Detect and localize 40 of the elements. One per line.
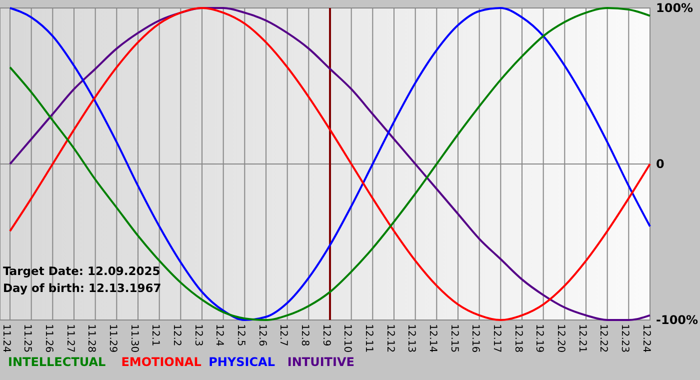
x-tick-label: 12.4	[214, 324, 225, 346]
annotation: Day of birth: 12.13.1967	[3, 281, 162, 295]
x-tick-label: 11.29	[106, 324, 118, 353]
x-tick-label: 12.9	[320, 324, 332, 346]
x-tick-label: 11.26	[42, 324, 54, 353]
x-tick-label: 11.27	[64, 324, 76, 353]
x-tick-label: 12.3	[192, 324, 204, 346]
x-tick-label: 11.25	[22, 324, 33, 353]
x-tick-label: 12.13	[406, 324, 417, 353]
x-tick-label: 12.5	[234, 324, 246, 346]
x-tick-label: 12.17	[490, 324, 502, 353]
y-tick-label: 0	[656, 157, 664, 172]
x-tick-label: 11.24	[0, 324, 12, 353]
y-tick-label: 100%	[656, 1, 694, 16]
x-tick-label: 12.22	[598, 324, 609, 353]
x-tick-label: 12.18	[512, 324, 524, 353]
x-tick-label: 11.30	[128, 324, 140, 353]
x-tick-label: 12.10	[342, 324, 353, 353]
x-tick-label: 12.12	[384, 324, 396, 353]
x-tick-label: 12.21	[576, 324, 588, 353]
y-tick-label: -100%	[656, 313, 698, 328]
x-tick-label: 12.20	[554, 324, 566, 353]
annotation: Target Date: 12.09.2025	[3, 264, 160, 278]
text: INTELLECTUAL	[8, 355, 106, 369]
x-tick-label: 12.8	[298, 324, 310, 346]
x-tick-label: 12.19	[534, 324, 545, 353]
x-tick-label: 12.6	[256, 324, 268, 346]
x-tick-label: 12.24	[640, 324, 652, 353]
x-tick-label: 12.1	[150, 324, 161, 346]
text: PHYSICAL	[208, 355, 276, 369]
x-tick-label: 12.23	[618, 324, 630, 353]
x-tick-label: 11.28	[86, 324, 97, 353]
x-tick-label: 12.7	[278, 324, 289, 346]
x-tick-label: 12.15	[448, 324, 460, 353]
text: EMOTIONAL	[121, 355, 202, 369]
text: INTUITIVE	[287, 355, 354, 369]
x-tick-label: 12.16	[470, 324, 481, 353]
x-tick-label: 12.14	[426, 324, 438, 353]
x-tick-label: 12.2	[170, 324, 182, 346]
x-tick-label: 12.11	[362, 324, 374, 353]
